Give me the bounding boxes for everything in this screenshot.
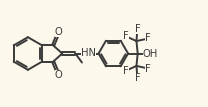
Text: F: F <box>135 73 140 83</box>
Text: OH: OH <box>143 48 158 59</box>
Text: F: F <box>145 33 151 43</box>
Text: O: O <box>55 27 62 37</box>
Text: HN: HN <box>81 48 96 58</box>
Text: F: F <box>145 64 151 74</box>
Text: O: O <box>55 70 62 80</box>
Text: F: F <box>135 24 140 34</box>
Text: F: F <box>123 31 129 41</box>
Text: F: F <box>123 66 129 76</box>
